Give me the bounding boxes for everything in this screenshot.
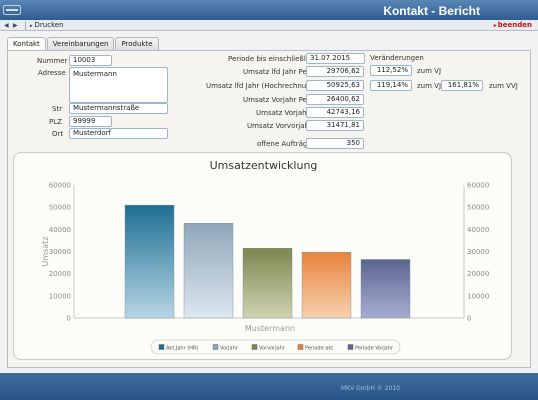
y-tick-label-right: 10000 [467, 292, 489, 300]
umsatz-hr-field[interactable]: 50925,63 [306, 80, 364, 91]
ort-field[interactable]: Musterdorf [69, 128, 168, 139]
quit-button[interactable]: ▸beenden [494, 20, 532, 31]
print-button[interactable]: ▸ Drucken [30, 20, 64, 32]
arrow-icon: ▸ [493, 22, 497, 29]
umsatz-vvj-label: Umsatz Vorvorjahr [247, 122, 312, 130]
toolbar-divider [25, 21, 26, 30]
legend-swatch-4 [297, 344, 304, 350]
legend-label-4: Periode akt. [305, 346, 335, 352]
umsatz-lfd-field[interactable]: 29706,62 [306, 66, 364, 77]
y-tick-label: 20000 [49, 270, 71, 278]
umsatz-vj-per-field[interactable]: 26400,62 [306, 94, 364, 105]
umsatz-hr-label: Umsatz lfd Jahr (Hochrechnung) [206, 82, 318, 90]
nummer-label: Nummer [37, 57, 68, 65]
legend-swatch-3 [251, 344, 258, 350]
footer: MKV GmbH © 2010 [0, 373, 538, 400]
umsatz-hr-pct-field[interactable]: 119,14% [370, 80, 412, 91]
umsatz-vj-label: Umsatz Vorjahr [256, 109, 310, 117]
y-tick-label: 30000 [49, 248, 71, 256]
str-field[interactable]: Mustermannstraße [69, 103, 168, 114]
y-tick-label: 10000 [49, 292, 71, 300]
y-tick-label: 50000 [49, 204, 71, 212]
logo [3, 5, 21, 15]
legend-label-3: Vorvorjahr [259, 346, 286, 352]
plz-label: PLZ [49, 118, 62, 126]
tab-produkte[interactable]: Produkte [115, 37, 159, 50]
umsatz-vj-per-label: Umsatz Vorjahr Per [243, 96, 310, 104]
tab-vereinbarungen[interactable]: Vereinbarungen [46, 37, 115, 50]
umsatz-lfd-pct-field[interactable]: 112,52% [370, 65, 412, 76]
y-tick-label-right: 20000 [467, 270, 489, 278]
legend-label-5: Periode Vorjahr [355, 346, 394, 352]
ort-label: Ort [52, 130, 64, 138]
plz-field[interactable]: 99999 [69, 116, 112, 127]
zum-vj-label: zum VJ [417, 82, 442, 90]
str-label: Str [52, 105, 63, 113]
zum-vj-label: zum VJ [417, 67, 442, 75]
copyright-text: MKV GmbH © 2010 [340, 385, 400, 392]
veraenderungen-label: Veränderungen [370, 54, 424, 62]
adresse-field[interactable]: Mustermann [69, 67, 168, 103]
y-tick-label-right: 40000 [467, 226, 489, 234]
forward-arrow-icon[interactable]: ▶ [13, 22, 18, 29]
legend-label-2: Vorjahr [220, 346, 239, 352]
nummer-field[interactable]: 10003 [69, 55, 112, 66]
y-tick-label-right: 60000 [467, 182, 489, 190]
y-axis-title: Umsatz [41, 236, 50, 266]
legend-swatch-5 [347, 344, 354, 350]
chart-container: Umsatzentwicklung 0 0 10000 10000 20000 20000 3… [13, 152, 512, 360]
zum-vvj-label: zum VVJ [489, 82, 518, 90]
quit-label: beenden [497, 21, 532, 29]
bar-5 [360, 259, 411, 319]
periode-field[interactable]: 31.07.2015 [306, 53, 365, 64]
offene-auftraege-field[interactable]: 350 [306, 138, 364, 149]
bar-4 [301, 251, 352, 319]
umsatz-vj-field[interactable]: 42743,16 [306, 107, 364, 118]
umsatz-hr-vvj-pct-field[interactable]: 161,81% [441, 80, 483, 91]
bar-2 [183, 223, 234, 319]
adresse-label: Adresse [38, 69, 66, 77]
y-tick-label-right: 0 [467, 315, 471, 323]
y-tick-label: 0 [67, 315, 71, 323]
legend-label-1: Akt.Jahr (HR) [166, 346, 198, 352]
y-tick-label-right: 30000 [467, 248, 489, 256]
triangle-icon: ▸ [30, 23, 33, 29]
bar-1 [124, 204, 175, 319]
bar-chart: Umsatzentwicklung 0 0 10000 10000 20000 20000 3… [41, 159, 489, 355]
print-label: Drucken [34, 21, 64, 29]
toolbar: ◀ ▶ ▸ Drucken ▸beenden [0, 20, 538, 31]
tab-bar: Kontakt Vereinbarungen Produkte [7, 37, 159, 51]
legend-swatch-1 [158, 344, 165, 350]
y-tick-label: 40000 [49, 226, 71, 234]
bar-3 [242, 248, 293, 319]
page-title: Kontakt - Bericht [383, 4, 480, 18]
back-arrow-icon[interactable]: ◀ [4, 22, 9, 29]
chart-title: Umsatzentwicklung [210, 159, 318, 172]
y-tick-label-right: 50000 [467, 204, 489, 212]
legend-box [150, 339, 401, 355]
title-bar: Kontakt - Bericht [0, 0, 538, 20]
tab-kontakt[interactable]: Kontakt [7, 37, 46, 51]
umsatz-vvj-field[interactable]: 31471,81 [306, 120, 364, 131]
x-axis-title: Mustermann [245, 324, 295, 333]
y-tick-label: 60000 [49, 182, 71, 190]
periode-label: Periode bis einschließlich: [228, 55, 319, 63]
umsatz-lfd-label: Umsatz lfd Jahr Per [243, 68, 310, 76]
legend-swatch-2 [212, 344, 219, 350]
offene-auftraege-label: offene Aufträge [257, 140, 312, 148]
